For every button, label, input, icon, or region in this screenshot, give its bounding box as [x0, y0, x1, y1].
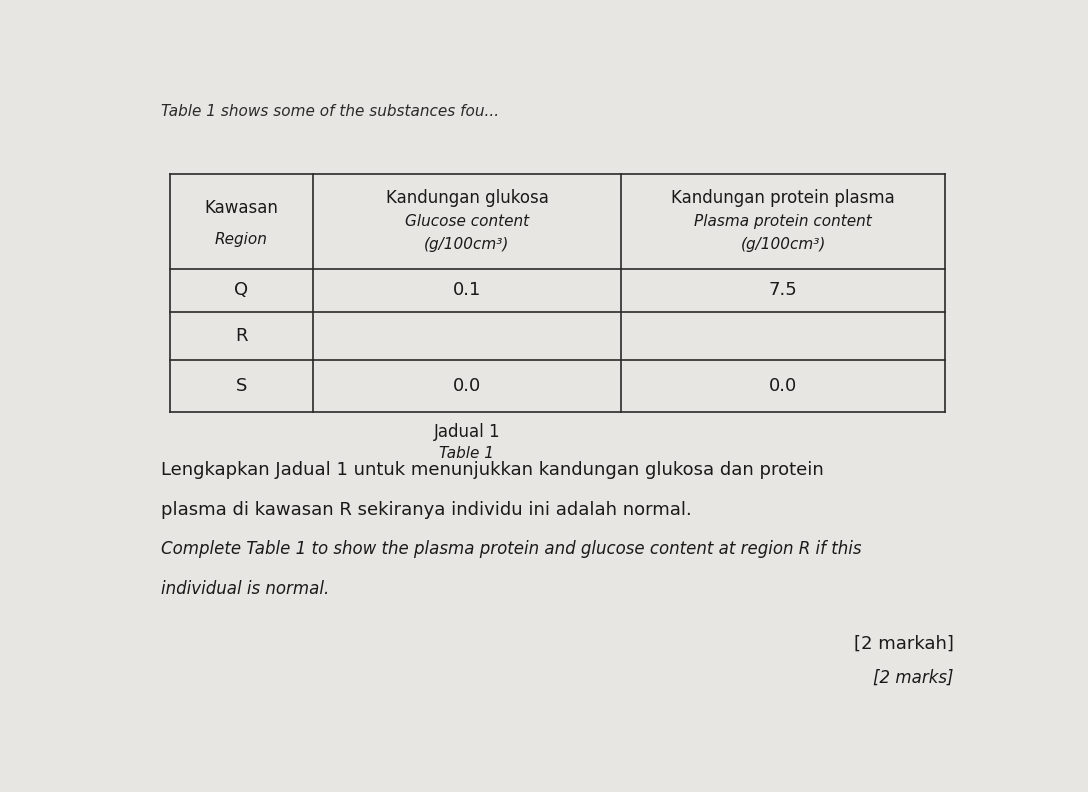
Text: Glucose content: Glucose content [405, 214, 529, 229]
Text: 0.0: 0.0 [453, 377, 481, 395]
Text: Kandungan glukosa: Kandungan glukosa [385, 189, 548, 208]
Text: Table 1: Table 1 [440, 447, 494, 461]
Text: Plasma protein content: Plasma protein content [694, 214, 871, 229]
Text: 0.1: 0.1 [453, 281, 481, 299]
Text: (g/100cm³): (g/100cm³) [424, 238, 509, 253]
Text: 7.5: 7.5 [769, 281, 798, 299]
Text: Kawasan: Kawasan [205, 199, 279, 217]
Text: Lengkapkan Jadual 1 untuk menunjukkan kandungan glukosa dan protein: Lengkapkan Jadual 1 untuk menunjukkan ka… [161, 461, 824, 479]
Text: R: R [235, 327, 248, 345]
Text: [2 marks]: [2 marks] [874, 668, 954, 687]
Text: S: S [236, 377, 247, 395]
Text: Jadual 1: Jadual 1 [434, 423, 500, 441]
Text: (g/100cm³): (g/100cm³) [741, 238, 826, 253]
Text: Table 1 shows some of the substances fou...: Table 1 shows some of the substances fou… [161, 105, 499, 119]
Text: [2 markah]: [2 markah] [854, 634, 954, 653]
Text: 0.0: 0.0 [769, 377, 798, 395]
Text: Region: Region [215, 232, 268, 247]
Text: individual is normal.: individual is normal. [161, 580, 330, 598]
Text: Kandungan protein plasma: Kandungan protein plasma [671, 189, 895, 208]
Text: plasma di kawasan R sekiranya individu ini adalah normal.: plasma di kawasan R sekiranya individu i… [161, 501, 692, 519]
Text: Q: Q [234, 281, 248, 299]
Text: Complete Table 1 to show the plasma protein and glucose content at region R if t: Complete Table 1 to show the plasma prot… [161, 540, 862, 558]
